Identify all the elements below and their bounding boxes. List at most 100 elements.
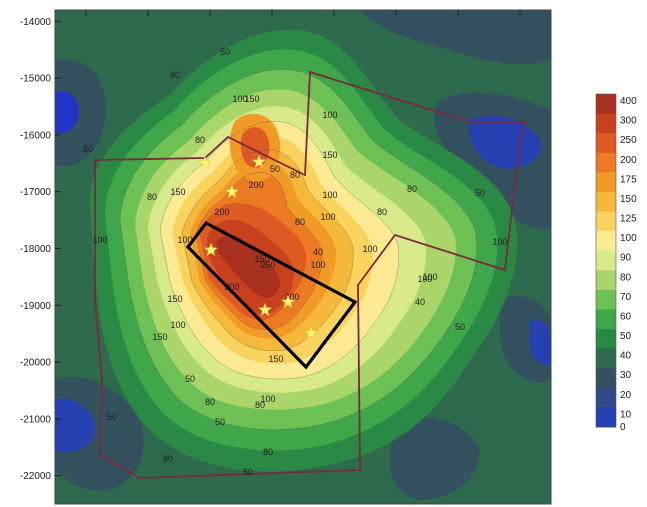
contour-label: 80 [377, 207, 387, 217]
legend-label: 80 [620, 272, 632, 283]
legend-label: 50 [620, 331, 632, 342]
contour-label: 200 [214, 207, 229, 217]
contour-band-low-s [389, 416, 480, 500]
plot-frame [54, 9, 552, 505]
legend-label: 40 [620, 351, 632, 362]
contour-label: 50 [185, 374, 195, 384]
legend-label: 0 [620, 422, 626, 433]
star-marker [224, 184, 240, 199]
contour-band-400 [216, 235, 280, 298]
contour-label: 80 [295, 217, 305, 227]
contour-label: 100 [177, 235, 192, 245]
contour-label: 50 [475, 188, 485, 198]
contour-label: 100 [310, 260, 325, 270]
star-marker [203, 242, 219, 257]
legend-label: 10 [620, 409, 632, 420]
y-tick-label: -20000 [20, 358, 52, 369]
y-tick-label: -16000 [20, 130, 52, 141]
legend-swatch [596, 348, 616, 369]
star-marker [197, 155, 213, 170]
legend-swatch [596, 407, 616, 428]
legend-label: 175 [620, 174, 637, 185]
plot-area [55, 10, 551, 504]
y-tick-label: -21000 [20, 414, 52, 425]
legend-swatch [596, 289, 616, 310]
contour-label: 80 [407, 184, 417, 194]
contour-label: 250 [260, 260, 275, 270]
contour-label: 150 [152, 332, 167, 342]
contour-label: 100 [170, 320, 185, 330]
legend-label: 20 [620, 390, 632, 401]
legend-label: 200 [620, 155, 637, 166]
y-tick-label: -22000 [20, 471, 52, 482]
contour-label: 100 [492, 237, 507, 247]
contour-label: 100 [92, 235, 107, 245]
contour-label: 80 [290, 170, 300, 180]
legend-frame [595, 93, 617, 428]
legend-swatch [596, 250, 616, 271]
star-marker [303, 325, 319, 340]
contour-label: 80 [195, 135, 205, 145]
contour-label: 80 [147, 192, 157, 202]
contour-label: 80 [263, 447, 273, 457]
contour-band-low-nw [55, 59, 106, 167]
contour-label: 150 [268, 354, 283, 364]
contour-label: 200 [284, 292, 299, 302]
contour-band-low-ne-top [360, 10, 551, 65]
contour-lines [89, 29, 518, 472]
legend-swatch [596, 368, 616, 389]
contour-label: 50 [455, 322, 465, 332]
legend-label: 60 [620, 311, 632, 322]
contour-label: 150 [322, 150, 337, 160]
contour-label: 50 [215, 417, 225, 427]
legend-label: 250 [620, 135, 637, 146]
star-marker [257, 302, 273, 317]
contour-label: 50 [220, 47, 230, 57]
legend-label: 30 [620, 370, 632, 381]
legend-label: 400 [620, 96, 637, 107]
survey-boundary-outline [94, 70, 527, 479]
y-tick-label: -15000 [20, 74, 52, 85]
star-markers [197, 154, 319, 340]
contour-label: 100 [320, 212, 335, 222]
legend-swatch [596, 113, 616, 134]
contour-band-low-sw-core [55, 399, 95, 452]
x-axis-ticks [85, 10, 521, 16]
legend-swatch [596, 133, 616, 154]
legend-label: 150 [620, 194, 637, 205]
contour-label: 50 [107, 412, 117, 422]
contour-label: 150 [244, 94, 259, 104]
y-axis-ticks: -14000 -15000 -16000 -17000 -18000 -19000 -200… [20, 17, 61, 482]
legend-swatch [596, 152, 616, 173]
contour-label: 40 [313, 247, 323, 257]
legend-swatch [596, 172, 616, 193]
legend-swatch [596, 309, 616, 330]
star-marker [251, 154, 267, 169]
contour-label: 80 [83, 144, 93, 154]
legend-label: 100 [620, 233, 637, 244]
contour-label: 100 [260, 394, 275, 404]
contour-label: 80 [255, 400, 265, 410]
legend-swatch [596, 94, 616, 115]
legend-swatch [596, 387, 616, 408]
y-tick-label: -19000 [20, 301, 52, 312]
contour-label: 50 [243, 467, 253, 477]
y-tick-label: -14000 [20, 17, 52, 28]
y-tick-label: -17000 [20, 187, 52, 198]
legend-label: 300 [620, 116, 637, 127]
legend-swatch [596, 270, 616, 291]
legend-label: 70 [620, 292, 632, 303]
contour-label: 100 [417, 274, 432, 284]
contour-label: 80 [170, 70, 180, 80]
contour-band-low-e-core [529, 319, 551, 366]
legend-swatch [596, 329, 616, 350]
star-marker [280, 294, 296, 309]
color-legend: 4003002502001751501251009080706050403020… [595, 93, 637, 433]
contour-label: 200 [224, 282, 239, 292]
contour-label: 40 [415, 297, 425, 307]
contour-label: 150 [167, 294, 182, 304]
contour-label: 100 [322, 190, 337, 200]
contour-label: 200 [248, 180, 263, 190]
